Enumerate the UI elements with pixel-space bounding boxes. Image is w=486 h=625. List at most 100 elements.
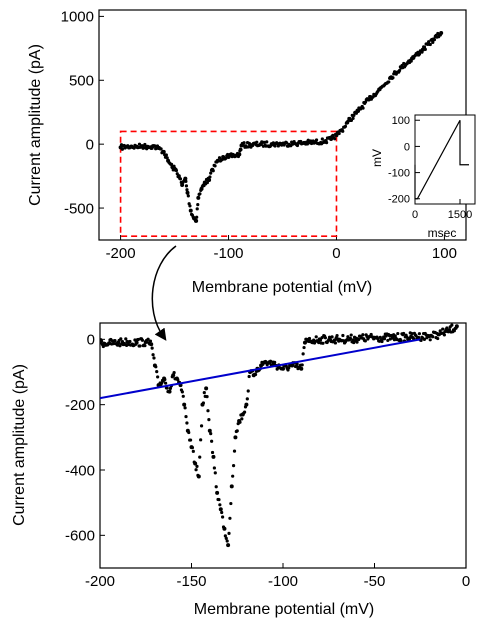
- zoom-trace-dot: [168, 386, 173, 390]
- zoom-trace-dot: [210, 450, 215, 455]
- inset-axes: 0 1500 -200 -100 0 100: [388, 115, 472, 221]
- zoom-trace-dot: [190, 446, 195, 450]
- zoom-trace-dot: [382, 337, 387, 341]
- main-trace-dot: [341, 129, 345, 133]
- zoom-trace-dot: [181, 394, 185, 398]
- main-trace-dot: [428, 42, 432, 47]
- zoom-trace-dot: [247, 374, 251, 379]
- zoom-trace-dot: [445, 326, 449, 330]
- zoom-trace-dot: [332, 338, 337, 342]
- zoom-trace-dot: [220, 510, 224, 515]
- zoom-trace-dot: [138, 344, 142, 348]
- main-data-points: [118, 31, 444, 223]
- main-trace-dot: [285, 141, 289, 145]
- zoom-y-tick-label: -400: [65, 462, 95, 479]
- zoom-trace-dot: [307, 336, 312, 341]
- main-plot-frame: [98, 9, 467, 241]
- main-trace-dot: [209, 171, 213, 175]
- zoom-data-point: [281, 366, 285, 371]
- zoom-trace-dot: [253, 372, 258, 377]
- zoom-trace-dot: [223, 534, 227, 538]
- zoom-trace-dot: [268, 359, 273, 363]
- main-trace-dot: [432, 38, 437, 42]
- main-data-point: [356, 108, 361, 113]
- zoom-trace-dot: [245, 397, 249, 401]
- zoom-trace-dot: [213, 471, 217, 475]
- zoom-trace-dot: [228, 516, 232, 520]
- zoom-trace-dot: [396, 331, 400, 336]
- zoom-trace-dot: [450, 323, 454, 327]
- main-trace-dot: [320, 137, 324, 141]
- zoom-trace-dot: [199, 424, 204, 428]
- zoom-trace-dot: [206, 409, 210, 413]
- zoom-trace-dot: [214, 485, 218, 489]
- zoom-x-axis-label: Membrane potential (mV): [194, 601, 375, 618]
- zoom-y-tick-label: 0: [87, 332, 95, 349]
- zoom-trace-dot: [183, 406, 187, 410]
- main-data-point: [366, 97, 371, 102]
- zoom-trace-dot: [205, 394, 209, 399]
- zoom-data-point: [193, 461, 198, 466]
- main-trace-dot: [427, 40, 431, 44]
- zoom-trace-dot: [202, 390, 206, 395]
- zoom-trace-dot: [154, 365, 158, 369]
- zoom-y-tick-label: -200: [65, 397, 95, 414]
- zoom-trace-dot: [199, 438, 203, 442]
- main-trace-dot: [343, 124, 348, 128]
- inset-chart: 0 1500 -200 -100 0 100 msec mV: [370, 114, 476, 240]
- zoom-data-point: [149, 342, 154, 347]
- inset-trace-line: [414, 119, 469, 200]
- main-trace-dot: [239, 148, 243, 152]
- zoom-data-point: [196, 474, 201, 479]
- zoom-data-point: [204, 386, 209, 391]
- main-trace-dot: [120, 147, 124, 151]
- zoom-trace-dot: [275, 367, 279, 371]
- main-trace-dot: [198, 192, 202, 196]
- zoom-trace-dot: [163, 377, 167, 382]
- zoom-trace-dot: [363, 339, 367, 343]
- zoom-trace-dot: [431, 335, 435, 339]
- zoom-axes: -200 -150 -100 -50 0 -600 -400 -200 0: [65, 332, 470, 590]
- zoom-trace-dot: [146, 337, 150, 341]
- inset-y-tick-label: 100: [392, 115, 410, 127]
- zoom-trace-dot: [194, 468, 198, 472]
- main-y-tick-label: -500: [64, 200, 94, 217]
- main-trace-dot: [387, 80, 391, 84]
- zoom-trace-dot: [148, 339, 153, 343]
- main-trace-dot: [262, 140, 266, 144]
- zoom-trace-dot: [100, 339, 104, 343]
- zoom-data-point: [207, 428, 212, 433]
- main-trace-dot: [255, 140, 259, 144]
- zoom-trace-dot: [231, 463, 236, 468]
- main-trace-dot: [164, 153, 168, 157]
- zoom-trace-dot: [229, 501, 233, 506]
- zoom-y-tick-label: -600: [65, 528, 95, 545]
- main-data-point: [180, 183, 185, 188]
- zoom-trace-dot: [436, 336, 440, 341]
- zoom-trace-dot: [151, 353, 155, 357]
- zoom-x-tick-label: 0: [462, 573, 470, 590]
- zoom-trace-dot: [361, 333, 365, 337]
- zoom-trace-dot: [172, 371, 176, 375]
- zoom-trace-dot: [201, 401, 205, 405]
- zoom-trace-dot: [355, 340, 359, 344]
- main-trace-dot: [184, 179, 188, 183]
- zoom-trace-dot: [386, 338, 390, 343]
- main-trace-dot: [305, 142, 310, 146]
- main-data-point: [183, 176, 188, 181]
- zoom-trace-dot: [218, 503, 222, 507]
- zoom-trace-dot: [224, 536, 228, 540]
- zoom-trace-dot: [207, 418, 211, 422]
- zoom-trace-dot: [301, 352, 305, 356]
- zoom-data-point: [226, 543, 231, 548]
- zoom-trace-dot: [323, 336, 328, 340]
- zoom-data-point: [171, 373, 176, 378]
- zoom-x-tick-label: -100: [268, 573, 298, 590]
- zoom-trace-dot: [198, 455, 202, 459]
- main-x-tick-label: -100: [214, 245, 244, 262]
- main-trace-dot: [184, 184, 189, 188]
- zoom-trace-dot: [410, 332, 414, 336]
- main-y-tick-label: 1000: [61, 9, 94, 26]
- main-trace-dot: [273, 144, 277, 148]
